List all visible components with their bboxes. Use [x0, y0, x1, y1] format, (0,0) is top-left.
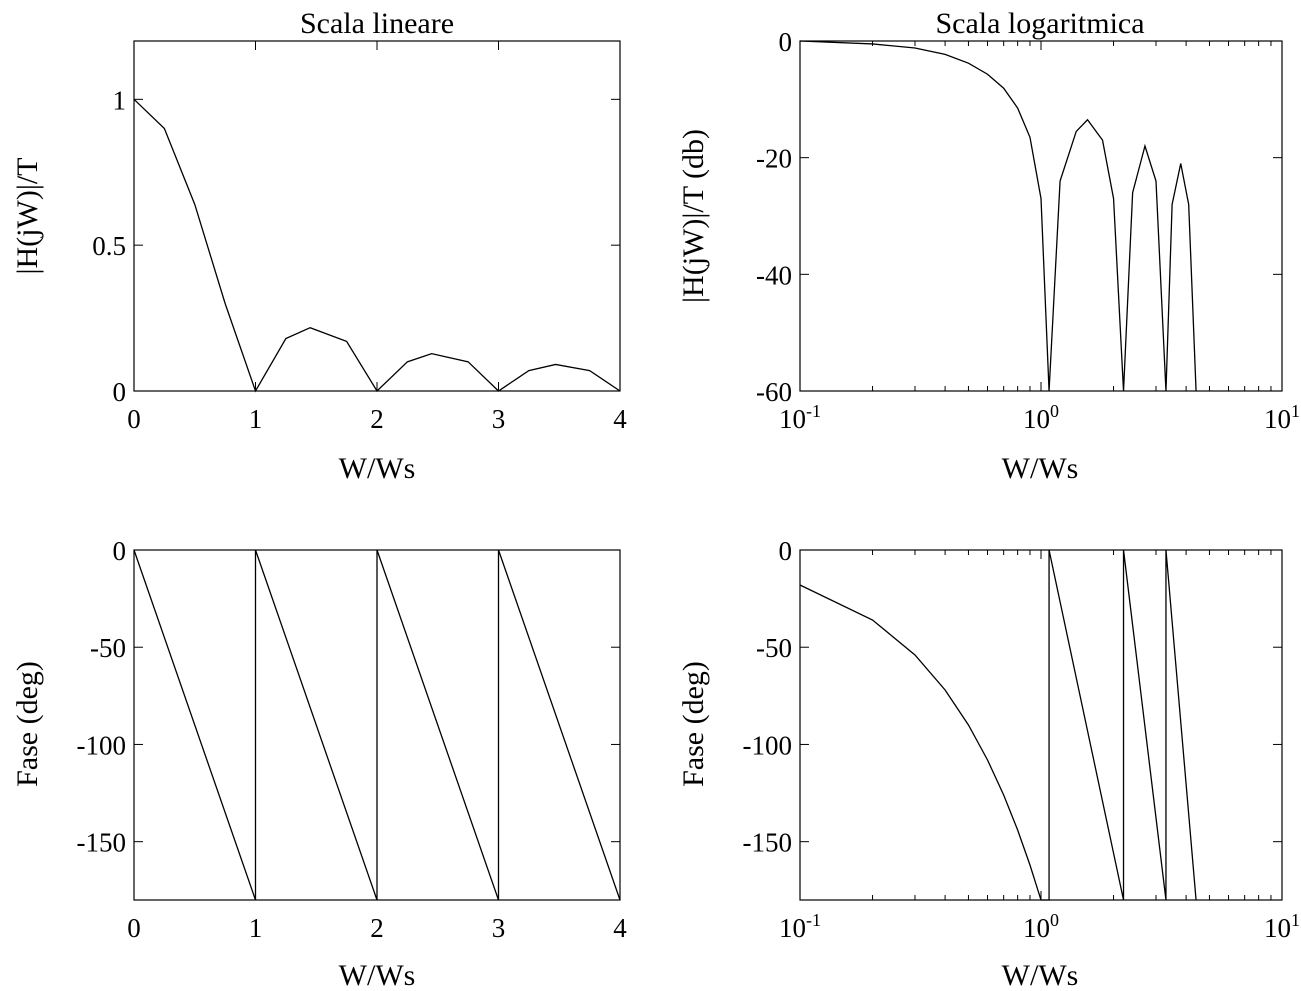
x-tick-label: 1 — [249, 913, 263, 943]
chart-phase-linear: W/Ws Fase (deg) 0 1 2 3 4 -150 -100 -50 0 — [11, 536, 627, 991]
y-tick-label: 1 — [113, 85, 127, 115]
series-line — [799, 549, 1197, 901]
y-tick-label: -100 — [77, 730, 127, 760]
x-tick-label: 0 — [127, 404, 141, 434]
chart-phase-log: W/Ws Fase (deg) 10-1 100 101-150-100-500 — [677, 536, 1300, 991]
y-tick-label: -20 — [756, 144, 792, 174]
chart-magnitude-log: Scala logaritmica W/Ws |H(jW)|/T (db) 10… — [677, 7, 1300, 485]
plot-area — [799, 549, 1283, 901]
x-tick-label: 4 — [613, 404, 627, 434]
x-tick-label: 10-1 — [779, 910, 821, 943]
x-axis-label: W/Ws — [339, 959, 416, 991]
y-axis-label: |H(jW)|/T (db) — [677, 129, 710, 303]
y-tick-label: -40 — [756, 260, 792, 290]
x-tick-label-base: 10 — [1023, 404, 1050, 434]
x-tick-label-base: 10 — [1264, 913, 1291, 943]
x-tick-label-base: 10 — [779, 913, 806, 943]
x-axis-label: W/Ws — [1002, 452, 1079, 485]
x-tick-label: 3 — [492, 404, 506, 434]
x-tick-label: 2 — [370, 404, 384, 434]
y-tick-label: -50 — [90, 633, 126, 663]
y-tick-label: -60 — [756, 377, 792, 407]
x-axis-label: W/Ws — [339, 452, 416, 485]
y-tick-label: 0 — [113, 536, 127, 566]
y-tick-label: -150 — [743, 828, 793, 858]
x-tick-label-exponent: 1 — [1291, 910, 1300, 930]
y-tick-label: 0 — [779, 27, 793, 57]
series-line — [133, 98, 621, 393]
x-tick-label: 100 — [1023, 401, 1059, 434]
y-tick-label: 0 — [779, 536, 793, 566]
y-axis-label: |H(jW)|/T — [11, 158, 44, 275]
x-tick-label: 1 — [249, 404, 263, 434]
x-tick-label-base: 10 — [1264, 404, 1291, 434]
x-tick-label-exponent: 1 — [1291, 401, 1300, 421]
x-tick-label: 3 — [492, 913, 506, 943]
y-axis-label: Fase (deg) — [677, 661, 710, 787]
x-tick-label-exponent: -1 — [806, 910, 821, 930]
y-axis-label: Fase (deg) — [11, 661, 44, 787]
x-tick-label: 101 — [1264, 910, 1300, 943]
x-tick-label-exponent: -1 — [806, 401, 821, 421]
chart-title: Scala lineare — [300, 7, 454, 40]
x-tick-label: 10-1 — [779, 401, 821, 434]
y-tick-label: 0 — [113, 377, 127, 407]
x-tick-label-exponent: 0 — [1050, 910, 1059, 930]
y-tick-label: 0.5 — [92, 231, 126, 261]
plot-area — [133, 40, 621, 392]
series-line — [799, 40, 1197, 392]
y-tick-label: -150 — [77, 828, 127, 858]
x-tick-label: 2 — [370, 913, 384, 943]
x-axis-label: W/Ws — [1002, 959, 1079, 991]
y-tick-label: -100 — [743, 730, 793, 760]
x-tick-label: 4 — [613, 913, 627, 943]
x-tick-label: 100 — [1023, 910, 1059, 943]
x-tick-label: 0 — [127, 913, 141, 943]
chart-magnitude-linear: Scala lineare W/Ws |H(jW)|/T 0 1 2 3 4 0 0.5 1 — [11, 7, 627, 485]
x-tick-label: 101 — [1264, 401, 1300, 434]
plot-area — [799, 40, 1283, 392]
x-tick-label-base: 10 — [1023, 913, 1050, 943]
x-tick-label-base: 10 — [779, 404, 806, 434]
series-line — [133, 549, 621, 901]
chart-title: Scala logaritmica — [935, 7, 1144, 40]
x-tick-label-exponent: 0 — [1050, 401, 1059, 421]
y-tick-label: -50 — [756, 633, 792, 663]
